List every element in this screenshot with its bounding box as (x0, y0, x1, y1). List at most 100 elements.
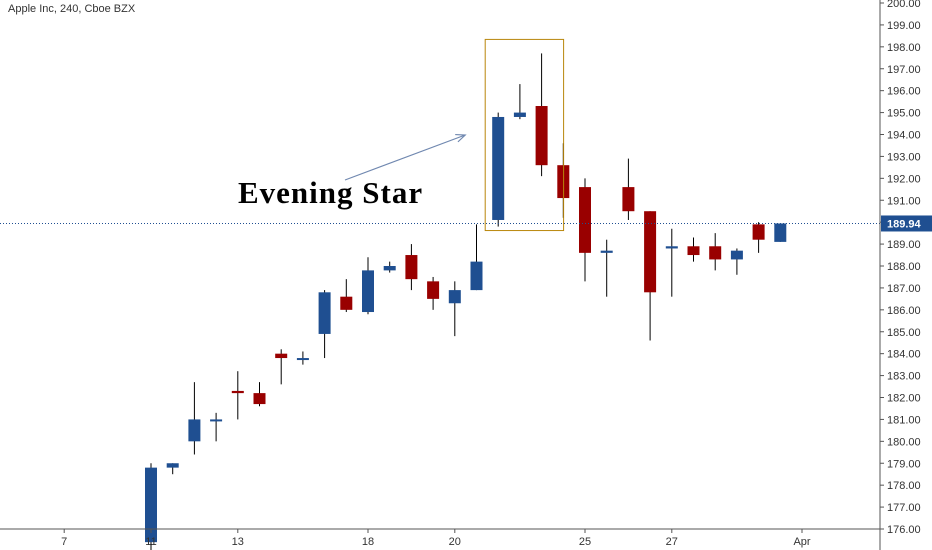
price-tick-label: 193.00 (887, 151, 921, 163)
price-tick-label: 200.00 (887, 0, 921, 10)
candle-body-bearish (644, 211, 657, 293)
candle-body-bullish (145, 467, 157, 543)
price-tick-label: 179.00 (887, 458, 921, 470)
candle-body-bullish (665, 246, 678, 249)
candle (600, 239, 613, 297)
candle (709, 233, 722, 271)
candle (579, 178, 591, 282)
price-tick-label: 186.00 (887, 305, 921, 317)
candle-body-bearish (687, 246, 700, 256)
last-price-tag-label: 189.94 (887, 218, 922, 230)
candle (275, 349, 288, 385)
price-tick-label: 183.00 (887, 371, 921, 383)
overlay-layer (0, 38, 880, 232)
candle (492, 112, 505, 227)
candle-body-bearish (752, 224, 765, 240)
candle-body-bullish (730, 250, 743, 260)
candle-body-bullish (600, 250, 613, 253)
candle-body-bullish (210, 419, 223, 422)
candle-body-bearish (275, 353, 288, 359)
candle (383, 261, 396, 273)
candle-body-bullish (166, 463, 179, 468)
candle (730, 248, 743, 275)
candle (296, 351, 309, 365)
candle-body-bullish (296, 358, 309, 361)
candle-body-bullish (448, 290, 461, 304)
price-tick-label: 182.00 (887, 393, 921, 405)
price-tick-label: 192.00 (887, 173, 921, 185)
candle-body-bullish (362, 270, 374, 313)
last-price-tag-bg (881, 215, 932, 232)
pattern-highlight-box (484, 38, 565, 232)
price-tick-label: 196.00 (887, 86, 921, 98)
price-tick-label: 199.00 (887, 20, 921, 32)
candle (145, 463, 157, 550)
time-tick-label: 18 (362, 536, 374, 548)
candle-body-bearish (405, 255, 418, 280)
price-tick-label: 178.00 (887, 480, 921, 492)
candle-body-bearish (253, 393, 266, 405)
candle-body-bullish (492, 116, 505, 220)
time-tick-label: Apr (793, 536, 810, 548)
candle-body-bullish (513, 112, 526, 117)
candle (513, 84, 526, 120)
evening-star-annotation: Evening Star (238, 175, 424, 210)
candle-body-bearish (231, 390, 244, 394)
price-tick-label: 181.00 (887, 414, 921, 426)
candle-body-bullish (188, 419, 201, 442)
candle (535, 53, 548, 177)
price-tick-label: 177.00 (887, 502, 921, 514)
candle (318, 290, 331, 359)
candle-body-bearish (579, 187, 591, 253)
candle (427, 276, 440, 310)
candle (166, 463, 179, 475)
candle (253, 382, 266, 407)
price-tick-label: 187.00 (887, 283, 921, 295)
annotation-arrow-head (455, 133, 467, 143)
price-tick-label: 191.00 (887, 195, 921, 207)
candle (188, 382, 201, 455)
candle-body-bearish (427, 281, 440, 299)
candle (448, 281, 461, 337)
price-tick-label: 188.00 (887, 261, 921, 273)
price-tick-label: 176.00 (887, 524, 921, 536)
candle (362, 257, 374, 315)
candle (470, 224, 483, 291)
time-tick-label: 20 (449, 536, 461, 548)
time-tick-label: 25 (579, 536, 591, 548)
time-tick-label: 27 (666, 536, 678, 548)
price-tick-label: 195.00 (887, 108, 921, 120)
candle-body-bullish (774, 223, 787, 242)
candle (687, 237, 700, 262)
candle (210, 412, 223, 442)
candle (340, 279, 353, 313)
candle (665, 228, 678, 297)
candle-body-bullish (470, 261, 483, 291)
price-tick-label: 197.00 (887, 64, 921, 76)
candle (622, 158, 635, 220)
last-price-tag: 189.94 (881, 215, 932, 232)
candle-body-bullish (318, 292, 331, 334)
candle (774, 223, 787, 242)
candle-body-bearish (340, 296, 353, 310)
annotation-arrow-line (344, 134, 466, 181)
candle (752, 222, 765, 253)
price-tick-label: 198.00 (887, 42, 921, 54)
price-tick-label: 194.00 (887, 130, 921, 142)
price-axis[interactable]: 176.00 177.00 178.00 179.00 180.00 181.00 182.… (879, 0, 932, 550)
candle (231, 371, 244, 420)
candle-body-bullish (383, 266, 396, 271)
time-tick-label: 7 (61, 536, 67, 548)
price-tick-label: 180.00 (887, 436, 921, 448)
candle (405, 244, 418, 291)
candle-body-bearish (535, 106, 548, 166)
candle-body-bearish (709, 246, 722, 260)
price-tick-label: 184.00 (887, 349, 921, 361)
price-tick-label: 189.00 (887, 239, 921, 251)
candle-body-bearish (622, 187, 635, 212)
candle (644, 211, 657, 341)
time-axis[interactable]: 7 11 13 18 20 25 27 Apr (0, 528, 880, 548)
chart-title: Apple Inc, 240, Cboe BZX (8, 3, 136, 15)
candles-layer (145, 53, 787, 550)
